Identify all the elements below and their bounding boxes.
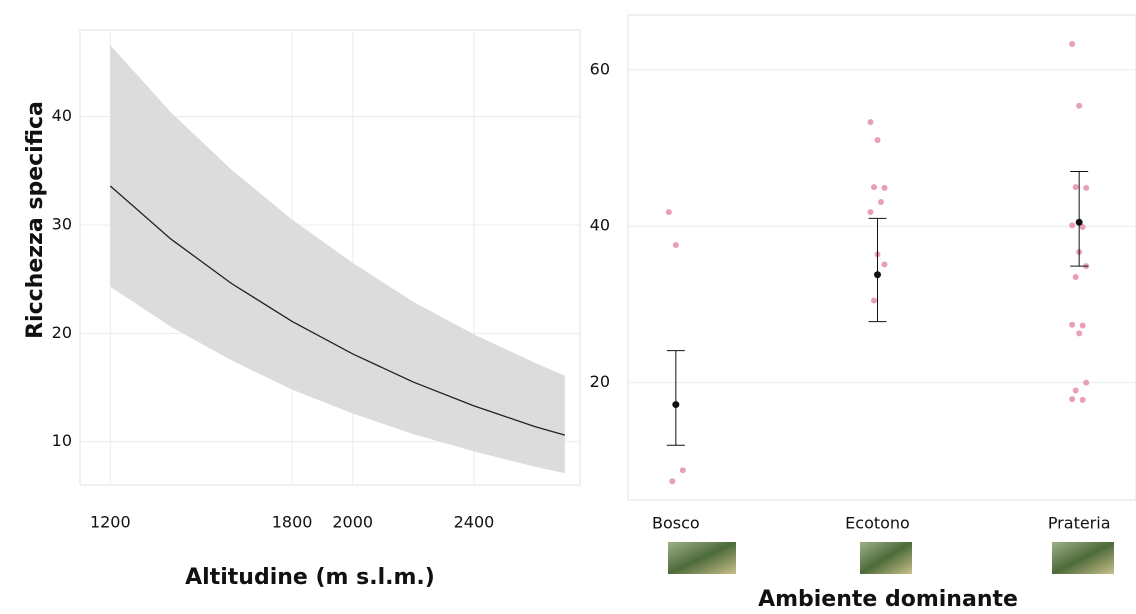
x-tick-label: 2000: [332, 513, 373, 532]
data-point: [881, 184, 888, 191]
data-point: [665, 209, 672, 216]
data-point: [1069, 396, 1076, 403]
x-axis-title: Altitudine (m s.l.m.): [185, 565, 435, 590]
data-point: [1072, 184, 1079, 191]
data-point: [1072, 274, 1079, 281]
data-point: [871, 184, 877, 191]
data-point: [1069, 40, 1076, 47]
data-point: [874, 137, 881, 144]
y-tick-label: 60: [590, 59, 610, 78]
data-point: [871, 297, 877, 304]
data-point: [867, 119, 874, 126]
data-point: [679, 467, 686, 474]
data-point: [1079, 396, 1086, 403]
data-point: [1079, 322, 1086, 329]
data-point: [1076, 102, 1083, 109]
data-point: [1069, 321, 1076, 328]
x-tick-label: 2400: [454, 513, 495, 532]
thumbnail: [860, 542, 912, 574]
y-tick-label: 20: [52, 323, 72, 342]
x-tick-label: Prateria: [1048, 514, 1111, 533]
x-tick-label: 1800: [272, 513, 313, 532]
fit-line: [109, 185, 566, 436]
data-point: [1072, 387, 1079, 394]
y-axis-title: Ricchezza specifica: [23, 101, 48, 339]
mean-point: [672, 401, 680, 409]
data-point: [867, 209, 874, 216]
confidence-band: [110, 45, 565, 474]
mean-point: [1075, 218, 1083, 226]
thumbnail: [668, 542, 736, 574]
y-tick-label: 20: [590, 372, 610, 391]
x-tick-label: 1200: [90, 513, 131, 532]
y-tick-label: 40: [52, 106, 72, 125]
data-point: [672, 241, 679, 248]
data-point: [1069, 222, 1076, 229]
right-plot-frame: [627, 14, 1136, 501]
data-point: [669, 478, 676, 485]
data-point: [1083, 184, 1090, 191]
x-tick-label: Ecotono: [845, 514, 910, 533]
data-point: [1076, 330, 1083, 337]
y-tick-label: 40: [590, 216, 610, 235]
y-tick-label: 30: [52, 215, 72, 234]
y-tick-label: 10: [52, 431, 72, 450]
x-tick-label: Bosco: [652, 514, 700, 533]
mean-point: [874, 271, 881, 279]
data-point: [878, 198, 884, 205]
x-axis-title: Ambiente dominante: [758, 587, 1018, 612]
thumbnail: [1052, 542, 1114, 574]
data-point: [1079, 223, 1086, 230]
data-point: [1083, 379, 1090, 386]
data-point: [881, 261, 888, 268]
